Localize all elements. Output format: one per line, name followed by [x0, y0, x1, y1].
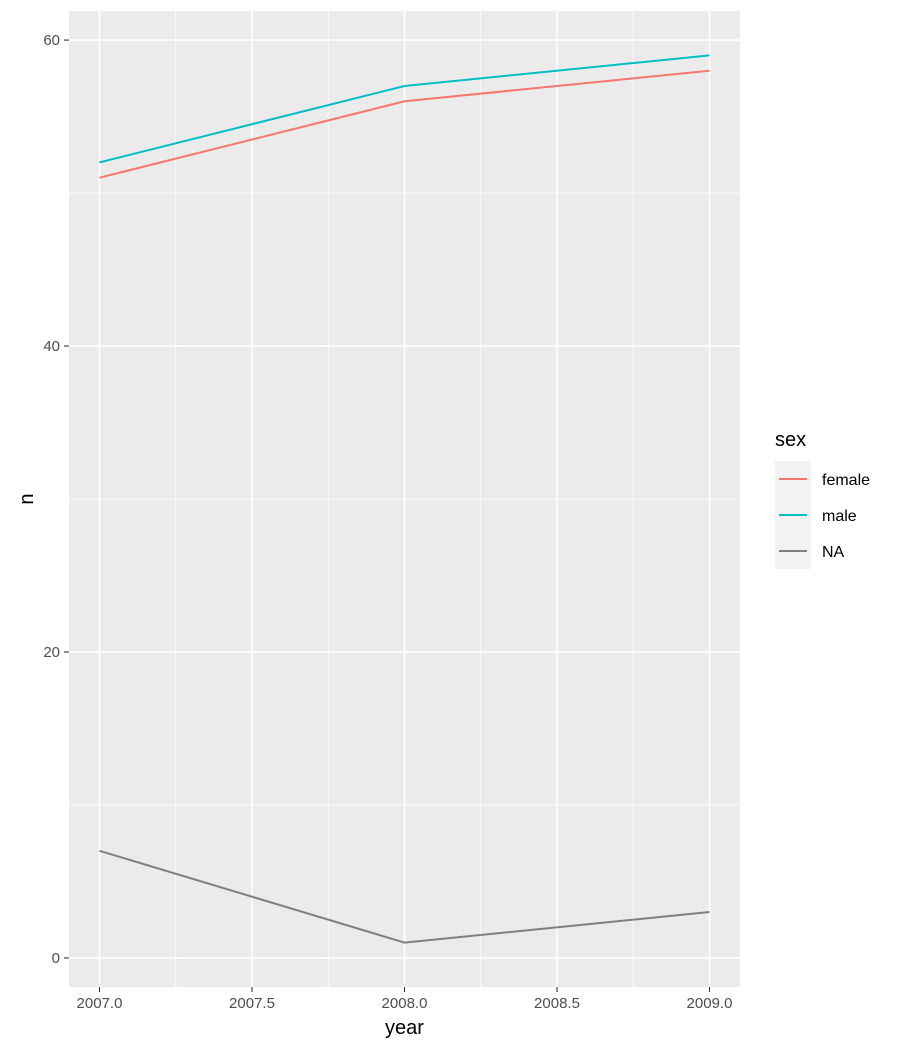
x-axis-title: year	[385, 1017, 424, 1039]
legend-label-na: NA	[822, 544, 845, 561]
x-tick-label: 2008.5	[534, 995, 580, 1012]
y-tick-label: 40	[43, 338, 60, 355]
legend-label-female: female	[822, 472, 870, 489]
legend-label-male: male	[822, 508, 857, 525]
y-tick-label: 0	[52, 950, 60, 967]
x-tick-label: 2007.0	[77, 995, 123, 1012]
legend: sex female male NA	[775, 429, 870, 569]
y-tick-label: 60	[43, 32, 60, 49]
legend-title: sex	[775, 429, 806, 451]
x-tick-label: 2007.5	[229, 995, 275, 1012]
y-tick-label: 20	[43, 644, 60, 661]
x-tick-label: 2008.0	[382, 995, 428, 1012]
x-tick-label: 2009.0	[687, 995, 733, 1012]
y-axis-title: n	[16, 493, 38, 504]
